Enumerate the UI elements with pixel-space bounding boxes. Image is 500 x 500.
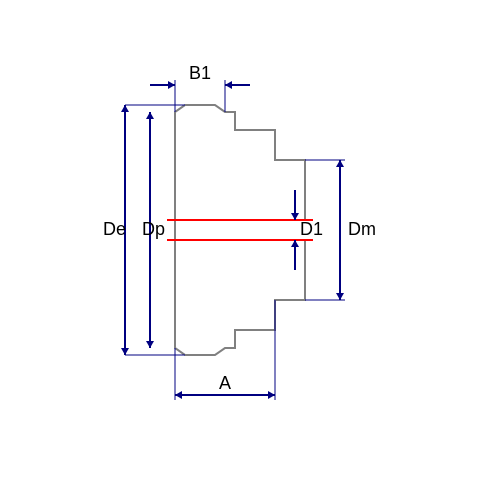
label-B1: B1 [189, 63, 211, 83]
label-Dm: Dm [348, 219, 376, 239]
label-D1: D1 [300, 219, 323, 239]
sprocket-lower-half [175, 240, 305, 355]
label-Dp: Dp [142, 219, 165, 239]
label-A: A [219, 373, 231, 393]
sprocket-upper-half [175, 105, 305, 220]
label-De: De [103, 219, 126, 239]
